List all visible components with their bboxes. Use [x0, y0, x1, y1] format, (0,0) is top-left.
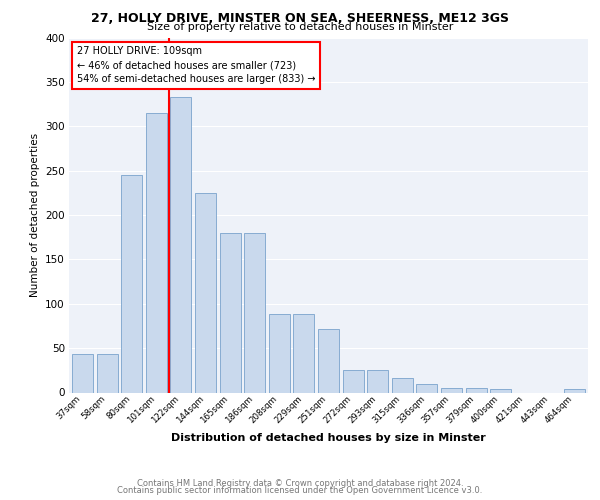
Bar [269, 314, 290, 392]
X-axis label: Distribution of detached houses by size in Minster: Distribution of detached houses by size … [171, 433, 486, 443]
Y-axis label: Number of detached properties: Number of detached properties [29, 133, 40, 297]
Bar [343, 370, 364, 392]
Bar [367, 370, 388, 392]
Bar [97, 354, 118, 393]
Text: Contains HM Land Registry data © Crown copyright and database right 2024.: Contains HM Land Registry data © Crown c… [137, 478, 463, 488]
Bar [466, 388, 487, 392]
Text: 27 HOLLY DRIVE: 109sqm
← 46% of detached houses are smaller (723)
54% of semi-de: 27 HOLLY DRIVE: 109sqm ← 46% of detached… [77, 46, 315, 84]
Bar [490, 389, 511, 392]
Bar [72, 354, 93, 393]
Bar [392, 378, 413, 392]
Bar [121, 175, 142, 392]
Bar [564, 389, 585, 392]
Bar [146, 113, 167, 392]
Bar [244, 233, 265, 392]
Bar [318, 328, 339, 392]
Text: Contains public sector information licensed under the Open Government Licence v3: Contains public sector information licen… [118, 486, 482, 495]
Bar [293, 314, 314, 392]
Bar [220, 233, 241, 392]
Bar [416, 384, 437, 392]
Bar [170, 97, 191, 392]
Text: Size of property relative to detached houses in Minster: Size of property relative to detached ho… [147, 22, 453, 32]
Bar [195, 193, 216, 392]
Bar [441, 388, 462, 392]
Text: 27, HOLLY DRIVE, MINSTER ON SEA, SHEERNESS, ME12 3GS: 27, HOLLY DRIVE, MINSTER ON SEA, SHEERNE… [91, 12, 509, 26]
